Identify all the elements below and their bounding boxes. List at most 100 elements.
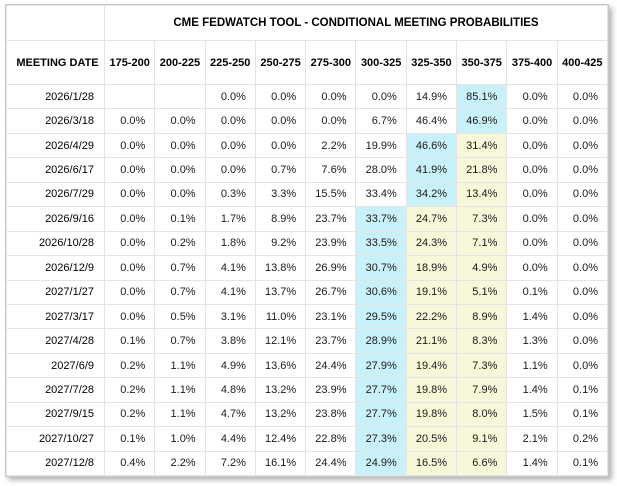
probability-cell: 21.1% <box>405 328 458 354</box>
rate-range-header: 400-425 <box>556 40 609 85</box>
probability-cell: 0.0% <box>556 279 609 305</box>
probability-cell: 12.4% <box>254 426 307 452</box>
probability-cell: 0.0% <box>103 255 156 281</box>
probability-cell: 22.8% <box>305 426 357 452</box>
probability-cell: 28.0% <box>355 157 407 183</box>
probability-cell <box>154 83 206 110</box>
meeting-date-cell: 2026/1/28 <box>6 83 105 110</box>
probability-cell: 2.2% <box>154 450 206 477</box>
probability-cell: 7.1% <box>456 230 508 257</box>
probability-cell: 1.3% <box>506 328 558 354</box>
table-title: CME FEDWATCH TOOL - CONDITIONAL MEETING … <box>104 5 608 41</box>
probability-cell: 27.7% <box>355 377 407 403</box>
probability-cell: 26.9% <box>305 255 357 281</box>
probability-cell: 16.1% <box>254 450 307 477</box>
probability-cell: 85.1% <box>456 83 508 110</box>
probability-cell: 27.7% <box>355 401 407 428</box>
rate-range-header: 250-275 <box>254 40 307 85</box>
probability-cell: 1.4% <box>506 377 558 403</box>
meeting-date-header: MEETING DATE <box>6 40 105 85</box>
probability-cell: 20.5% <box>405 426 458 452</box>
meeting-date-cell: 2027/7/28 <box>6 377 105 403</box>
probability-cell: 4.9% <box>456 255 508 281</box>
probability-cell: 2.2% <box>305 132 357 159</box>
probability-cell: 0.0% <box>506 108 558 134</box>
probability-cell: 27.3% <box>355 426 407 452</box>
probability-cell: 0.4% <box>103 450 156 477</box>
probability-cell: 1.8% <box>204 230 256 257</box>
meeting-date-cell: 2027/9/15 <box>6 401 105 428</box>
probability-cell: 1.5% <box>506 401 558 428</box>
probability-cell: 0.0% <box>506 230 558 257</box>
probability-cell: 0.5% <box>154 303 206 330</box>
probability-cell: 0.0% <box>506 157 558 183</box>
probability-cell: 0.0% <box>506 255 558 281</box>
probability-cell: 6.6% <box>456 450 508 477</box>
probability-cell: 14.9% <box>405 83 458 110</box>
probability-cell: 0.1% <box>556 377 609 403</box>
probability-cell: 0.1% <box>556 450 609 477</box>
meeting-date-cell: 2027/6/9 <box>6 352 105 379</box>
probability-cell: 24.4% <box>305 450 357 477</box>
probability-cell: 9.2% <box>254 230 307 257</box>
meeting-date-cell: 2027/4/28 <box>6 328 105 354</box>
title-row: CME FEDWATCH TOOL - CONDITIONAL MEETING … <box>6 5 608 41</box>
table-row: 2027/12/8 0.4% 2.2% 7.2% 16.1% 24.4% 24.9% 16.5… <box>6 450 609 477</box>
probability-cell: 12.1% <box>254 328 307 354</box>
table-row: 2026/4/29 0.0% 0.0% 0.0% 0.0% 2.2% 19.9% 46.6% 3… <box>6 132 609 159</box>
table-row: 2027/1/27 0.0% 0.7% 4.1% 13.7% 26.7% 30.6% 19.1… <box>6 279 609 305</box>
probability-cell: 0.0% <box>103 108 156 134</box>
meeting-date-cell: 2026/6/17 <box>6 157 105 183</box>
probability-cell: 0.0% <box>254 108 307 134</box>
probability-cell: 22.2% <box>405 303 458 330</box>
probability-cell: 0.0% <box>556 303 609 330</box>
table-row: 2027/3/17 0.0% 0.5% 3.1% 11.0% 23.1% 29.5% 22.2… <box>6 303 609 330</box>
probability-cell: 30.7% <box>355 255 407 281</box>
probability-cell: 0.0% <box>305 83 357 110</box>
probability-cell: 0.3% <box>204 181 256 208</box>
probability-cell: 0.0% <box>103 206 156 232</box>
meeting-date-cell: 2027/3/17 <box>6 303 105 330</box>
table-row: 2027/4/28 0.1% 0.7% 3.8% 12.1% 23.7% 28.9% 21.1… <box>6 328 609 354</box>
probability-cell: 13.6% <box>254 352 307 379</box>
probability-cell: 0.2% <box>556 426 609 452</box>
probability-cell: 46.4% <box>405 108 458 134</box>
probability-cell: 1.1% <box>154 377 206 403</box>
rate-range-header: 200-225 <box>154 40 206 85</box>
probability-cell: 13.8% <box>254 255 307 281</box>
probability-cell: 23.9% <box>305 230 357 257</box>
probability-cell: 23.8% <box>305 401 357 428</box>
probability-cell: 0.0% <box>154 157 206 183</box>
probability-cell: 0.7% <box>154 279 206 305</box>
probability-cell: 23.9% <box>305 377 357 403</box>
probability-cell: 33.5% <box>355 230 407 257</box>
meeting-date-cell: 2026/9/16 <box>6 206 105 232</box>
table-row: 2027/6/9 0.2% 1.1% 4.9% 13.6% 24.4% 27.9% 19.4%… <box>6 352 609 379</box>
probability-cell: 0.0% <box>556 328 609 354</box>
probability-cell: 6.7% <box>355 108 407 134</box>
table-row: 2026/3/18 0.0% 0.0% 0.0% 0.0% 0.0% 6.7% 46.4% 46… <box>6 108 609 134</box>
meeting-date-cell: 2027/10/27 <box>6 426 105 452</box>
conditional-probabilities-table: CME FEDWATCH TOOL - CONDITIONAL MEETING … <box>6 5 609 477</box>
probability-cell: 8.3% <box>456 328 508 354</box>
probability-cell: 0.0% <box>556 108 609 134</box>
probability-cell: 46.9% <box>456 108 508 134</box>
probability-cell: 0.7% <box>154 255 206 281</box>
probability-cell: 0.0% <box>254 83 307 110</box>
probability-cell: 41.9% <box>405 157 458 183</box>
rate-range-header: 225-250 <box>204 40 256 85</box>
probability-cell: 0.0% <box>204 108 256 134</box>
probability-cell: 33.7% <box>355 206 407 232</box>
probability-cell: 24.7% <box>405 206 458 232</box>
meeting-date-cell: 2026/12/9 <box>6 255 105 281</box>
probability-cell: 7.2% <box>204 450 256 477</box>
probability-cell: 0.0% <box>103 181 156 208</box>
probability-cell: 0.2% <box>103 401 156 428</box>
probability-cell: 0.0% <box>103 230 156 257</box>
probability-cell: 1.1% <box>154 352 206 379</box>
probability-cell: 16.5% <box>405 450 458 477</box>
probability-cell: 31.4% <box>456 132 508 159</box>
probability-cell: 0.0% <box>154 132 206 159</box>
probability-cell: 8.0% <box>456 401 508 428</box>
probability-cell: 1.1% <box>506 352 558 379</box>
